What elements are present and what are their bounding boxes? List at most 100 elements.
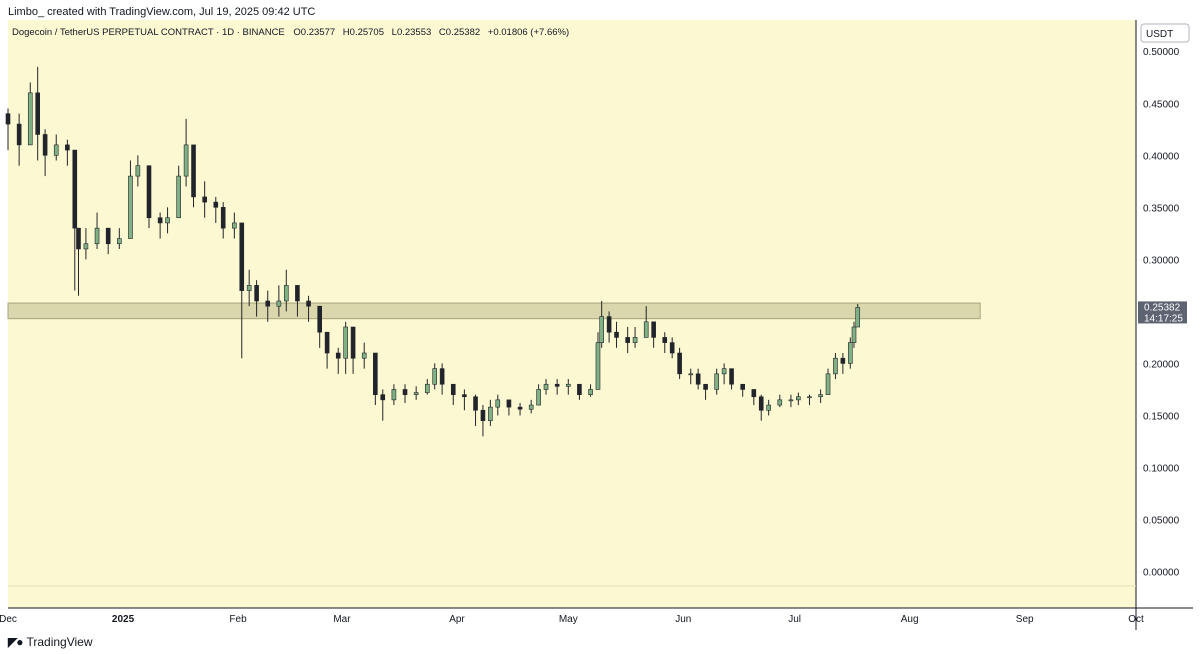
candle bbox=[402, 384, 408, 403]
candle-body bbox=[588, 389, 593, 395]
candle-body bbox=[42, 134, 48, 156]
candle-body bbox=[176, 175, 181, 219]
candle bbox=[450, 383, 456, 406]
candle-body bbox=[751, 389, 757, 398]
candle bbox=[343, 321, 348, 374]
candle bbox=[76, 227, 81, 296]
candle bbox=[128, 160, 133, 239]
candle-body bbox=[5, 113, 11, 125]
symbol-title: Dogecoin / TetherUS PERPETUAL CONTRACT ·… bbox=[12, 27, 285, 38]
candle bbox=[265, 290, 271, 322]
candle-body bbox=[202, 196, 207, 203]
candle bbox=[35, 66, 40, 161]
candle-body bbox=[488, 406, 493, 421]
candle bbox=[462, 389, 467, 411]
price-tick-label: 0.20000 bbox=[1143, 359, 1180, 370]
candle bbox=[536, 384, 541, 406]
price-chart[interactable]: 0.500000.450000.400000.350000.300000.250… bbox=[0, 20, 1200, 630]
candle bbox=[796, 392, 801, 406]
candle-body bbox=[855, 307, 861, 328]
candle bbox=[840, 353, 846, 374]
candle-body bbox=[343, 326, 348, 359]
candle bbox=[254, 280, 259, 317]
candle-body bbox=[677, 352, 682, 375]
candle-body bbox=[688, 373, 694, 376]
candle-body bbox=[729, 368, 734, 385]
resistance-zone[interactable] bbox=[7, 302, 981, 320]
time-tick-label: Oct bbox=[1128, 614, 1144, 625]
svg-text:Dogecoin / TetherUS PERPETUAL: Dogecoin / TetherUS PERPETUAL CONTRACT ·… bbox=[12, 27, 569, 38]
candle-body bbox=[632, 337, 638, 343]
candle-body bbox=[128, 175, 133, 239]
candle bbox=[83, 228, 89, 260]
time-tick-label: Sep bbox=[1016, 614, 1034, 625]
candle-body bbox=[495, 399, 501, 408]
ohlc-high: 0.25705 bbox=[350, 27, 384, 38]
candle-body bbox=[335, 352, 341, 359]
candle-body bbox=[669, 342, 675, 354]
candle bbox=[202, 181, 207, 218]
candle bbox=[480, 405, 486, 437]
candle-body bbox=[361, 352, 367, 359]
candle bbox=[495, 394, 501, 416]
candle-body bbox=[595, 342, 601, 390]
candle bbox=[677, 347, 682, 380]
candle-body bbox=[254, 285, 259, 302]
candle-body bbox=[413, 392, 419, 395]
candle bbox=[432, 363, 438, 390]
candle bbox=[42, 129, 48, 177]
time-tick-label: Feb bbox=[229, 614, 247, 625]
candle-body bbox=[213, 201, 219, 208]
candle-body bbox=[450, 383, 456, 395]
candle bbox=[439, 363, 445, 395]
candle-body bbox=[380, 394, 386, 401]
candle bbox=[146, 165, 152, 229]
candle-body bbox=[76, 227, 81, 250]
ohlc-low: 0.23553 bbox=[397, 27, 431, 38]
candle bbox=[606, 311, 612, 343]
price-tick-label: 0.15000 bbox=[1143, 411, 1180, 422]
candle bbox=[191, 144, 196, 208]
candle-body bbox=[577, 383, 582, 395]
ohlc-close: 0.25382 bbox=[446, 27, 480, 38]
candle bbox=[27, 82, 33, 146]
candle-body bbox=[146, 165, 152, 219]
time-tick-label: Jun bbox=[675, 614, 691, 625]
price-tick-label: 0.40000 bbox=[1143, 151, 1180, 162]
candle-body bbox=[373, 352, 378, 395]
candle bbox=[788, 394, 794, 408]
candle bbox=[595, 332, 601, 390]
time-tick-label: Dec bbox=[0, 614, 17, 625]
symbol-legend[interactable]: Dogecoin / TetherUS PERPETUAL CONTRACT ·… bbox=[12, 27, 569, 38]
candle bbox=[625, 327, 630, 354]
candle-body bbox=[625, 337, 630, 343]
candle bbox=[157, 212, 163, 239]
price-tick-label: 0.35000 bbox=[1143, 203, 1180, 214]
candle bbox=[213, 196, 219, 223]
candle-body bbox=[740, 383, 745, 390]
last-price-value: 0.25382 bbox=[1144, 302, 1181, 313]
candle-body bbox=[402, 389, 408, 395]
candle bbox=[543, 379, 549, 395]
candle-body bbox=[462, 394, 467, 398]
price-tick-label: 0.10000 bbox=[1143, 464, 1180, 475]
candle bbox=[662, 332, 668, 354]
candle bbox=[105, 227, 111, 255]
candle-body bbox=[543, 383, 549, 390]
candle bbox=[729, 368, 734, 390]
time-tick-label: Mar bbox=[333, 614, 351, 625]
candle bbox=[721, 363, 727, 385]
tradingview-footer[interactable]: ◤● TradingView bbox=[8, 635, 93, 649]
currency-badge[interactable]: USDT bbox=[1140, 23, 1190, 43]
candle-body bbox=[833, 357, 838, 375]
candle-body bbox=[83, 243, 89, 250]
candle-body bbox=[239, 222, 245, 291]
last-price-tag: 0.25382 14:17:25 bbox=[1138, 301, 1187, 324]
price-axis: 0.500000.450000.400000.350000.300000.250… bbox=[1143, 47, 1180, 578]
candle-body bbox=[777, 399, 783, 406]
candle-body bbox=[528, 404, 534, 410]
candle-body bbox=[27, 92, 33, 146]
time-tick-label: Aug bbox=[901, 614, 919, 625]
candle-body bbox=[157, 217, 163, 224]
candle bbox=[588, 384, 593, 397]
